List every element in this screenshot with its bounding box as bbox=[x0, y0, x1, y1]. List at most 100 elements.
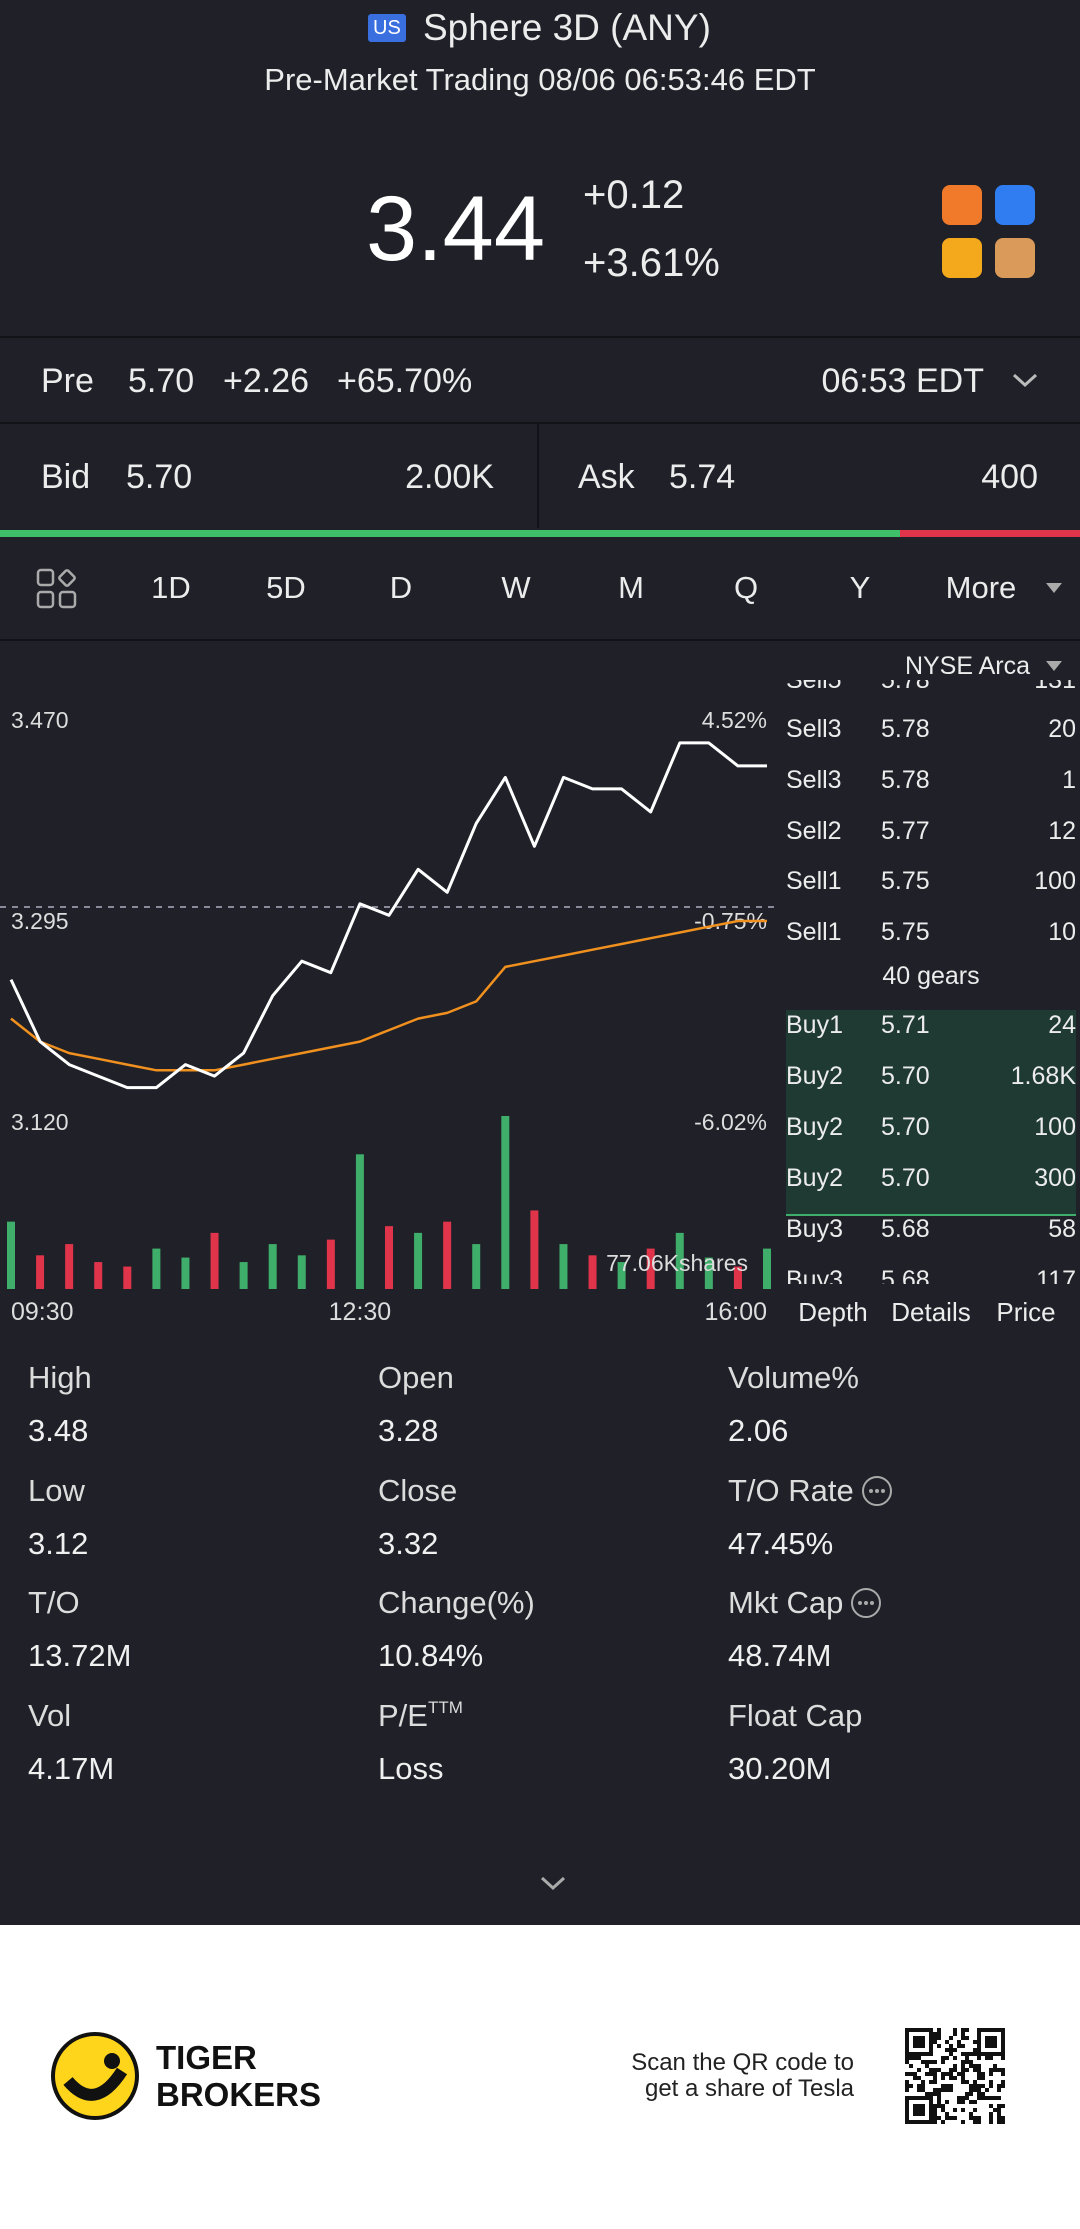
book-price: 5.70 bbox=[881, 1062, 930, 1090]
qr-caption: get a share of Tesla bbox=[644, 2075, 854, 2102]
stat-label: Open bbox=[378, 1360, 454, 1395]
period-tab[interactable]: Q bbox=[733, 570, 759, 605]
volume-bar bbox=[36, 1255, 45, 1289]
gears: 40 gears bbox=[882, 962, 980, 990]
brand: BROKERS bbox=[156, 2076, 322, 2113]
stat-label: Low bbox=[28, 1473, 85, 1508]
change: +0.12 bbox=[583, 173, 685, 217]
stat-value: 3.12 bbox=[28, 1526, 89, 1561]
pre-change-pct: +65.70% bbox=[337, 362, 473, 400]
period-tab[interactable]: 5D bbox=[266, 570, 306, 605]
book-size: 1.68K bbox=[1010, 1062, 1076, 1090]
change-pct: +3.61% bbox=[583, 241, 720, 285]
book-side: Sell3 bbox=[786, 715, 842, 743]
icon[interactable] bbox=[995, 238, 1035, 278]
volume-bar bbox=[588, 1255, 597, 1289]
book-side: Buy3 bbox=[786, 1266, 843, 1284]
pct-label: -6.02% bbox=[694, 1109, 767, 1135]
volume-bar bbox=[210, 1232, 219, 1289]
pct-label: 4.52% bbox=[702, 707, 767, 733]
book-price: 5.70 bbox=[881, 1113, 930, 1141]
period-tab[interactable]: D bbox=[389, 570, 413, 605]
book-price: 5.78 bbox=[881, 766, 930, 794]
divider bbox=[0, 336, 1080, 338]
stat-value: Loss bbox=[378, 1751, 444, 1786]
pre-label: Pre bbox=[41, 362, 94, 400]
volume-bar bbox=[326, 1239, 335, 1289]
ask-label: Ask bbox=[578, 458, 635, 496]
icon[interactable] bbox=[995, 185, 1035, 225]
panel-tab[interactable]: Details bbox=[891, 1297, 971, 1327]
stat-label: Volume% bbox=[728, 1360, 859, 1395]
avg-line bbox=[10, 919, 767, 1072]
pre-change: +2.26 bbox=[223, 362, 310, 400]
time-label: 12:30 bbox=[329, 1298, 392, 1326]
period-tab[interactable]: Y bbox=[849, 570, 871, 605]
expand-icon[interactable] bbox=[538, 1873, 568, 1893]
info-icon[interactable] bbox=[849, 1586, 883, 1620]
stat-value: 48.74M bbox=[728, 1638, 832, 1673]
price: 3.44 bbox=[365, 178, 545, 280]
book-side: Sell3 bbox=[786, 766, 842, 794]
stat-label: Mkt Cap bbox=[728, 1585, 844, 1620]
volume-bar bbox=[414, 1232, 423, 1289]
period-tab[interactable]: M bbox=[618, 570, 644, 605]
period-tab[interactable]: W bbox=[501, 570, 531, 605]
logo bbox=[51, 2032, 139, 2120]
book-size: 300 bbox=[1034, 1164, 1076, 1192]
footer: TIGER BROKERS Scan the QR code to get a sha… bbox=[0, 1925, 1080, 2229]
pre-time: 06:53 EDT bbox=[821, 362, 984, 400]
icon[interactable] bbox=[942, 185, 982, 225]
book-side: Buy1 bbox=[786, 1011, 843, 1039]
bid-label: Bid bbox=[41, 458, 91, 496]
book-size: 100 bbox=[1034, 1113, 1076, 1141]
ask-size: 400 bbox=[981, 458, 1038, 496]
volume-bar bbox=[704, 1257, 713, 1289]
grid-icon[interactable] bbox=[36, 568, 78, 610]
panel-tab[interactable]: Price bbox=[996, 1297, 1056, 1327]
volume-bar bbox=[763, 1248, 771, 1289]
dropdown-icon[interactable] bbox=[1044, 580, 1064, 596]
volume-bar bbox=[297, 1255, 306, 1289]
bid-size: 2.00K bbox=[405, 458, 494, 496]
stat-sup: TTM bbox=[427, 1698, 463, 1717]
panel-tab[interactable]: Depth bbox=[798, 1297, 868, 1327]
period-tab[interactable]: 1D bbox=[151, 570, 191, 605]
volume-bar bbox=[617, 1262, 626, 1289]
book-size: 24 bbox=[1048, 1011, 1076, 1039]
exchange[interactable]: NYSE Arca bbox=[904, 652, 1030, 680]
ask: 5.74 bbox=[669, 458, 736, 496]
volume-bar bbox=[123, 1266, 132, 1289]
stat-value: 3.32 bbox=[378, 1526, 439, 1561]
book-side: Sell1 bbox=[786, 918, 842, 946]
book-size: 20 bbox=[1048, 715, 1076, 743]
dropdown-icon[interactable] bbox=[1010, 370, 1040, 390]
stat-label: P/ETTM bbox=[378, 1698, 463, 1733]
book-side: Buy2 bbox=[786, 1164, 843, 1192]
intraday-chart: 3.470 4.52%3.295 -0.75%3.120 -6.02%77.06Ksh… bbox=[0, 707, 775, 1326]
book-side: Sell5 bbox=[786, 680, 842, 694]
volume-label: 77.06Kshares bbox=[606, 1250, 748, 1276]
badge: US bbox=[368, 14, 406, 42]
book-side: Buy2 bbox=[786, 1113, 843, 1141]
dropdown-icon[interactable] bbox=[1044, 658, 1064, 674]
stat-value: 3.48 bbox=[28, 1413, 89, 1448]
book-price: 5.71 bbox=[881, 1011, 930, 1039]
period-tab[interactable]: More bbox=[945, 570, 1017, 605]
y-tick-label: 3.120 bbox=[11, 1109, 69, 1135]
stat-label: Close bbox=[378, 1473, 458, 1508]
y-tick-label: 3.470 bbox=[11, 707, 69, 733]
book-size: 58 bbox=[1048, 1215, 1076, 1243]
price-line bbox=[9, 741, 767, 1090]
icon[interactable] bbox=[942, 238, 982, 278]
book-side: Sell1 bbox=[786, 867, 842, 895]
qr-caption: Scan the QR code to bbox=[631, 2049, 854, 2076]
book-size: 131 bbox=[1034, 680, 1076, 694]
stat-value: 13.72M bbox=[28, 1638, 132, 1673]
stat-label: T/O bbox=[28, 1585, 80, 1620]
info-icon[interactable] bbox=[860, 1474, 894, 1508]
book-size: 10 bbox=[1048, 918, 1076, 946]
volume-bar bbox=[268, 1244, 277, 1289]
volume-bar bbox=[646, 1248, 655, 1289]
qr-code[interactable] bbox=[905, 2028, 1005, 2126]
